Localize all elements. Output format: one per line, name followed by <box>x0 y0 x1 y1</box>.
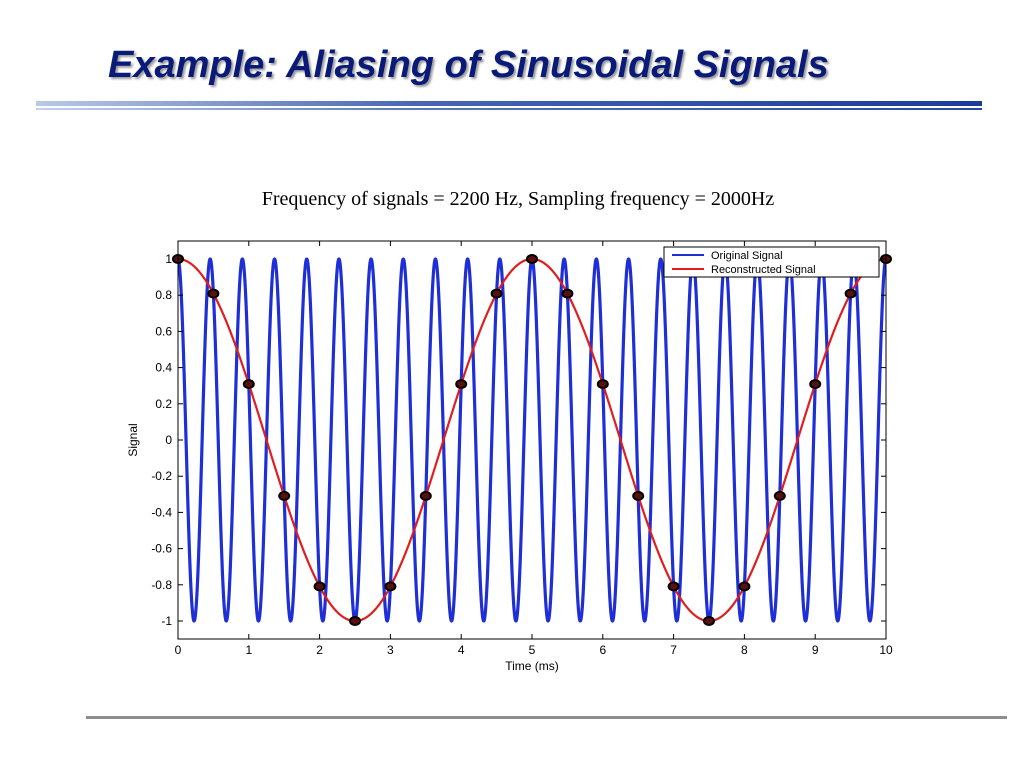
sample-point <box>455 379 468 390</box>
x-tick-label: 0 <box>175 643 182 657</box>
x-tick-label: 7 <box>670 643 677 657</box>
y-tick-label: 0 <box>165 433 172 447</box>
y-tick-label: 0.4 <box>155 361 172 375</box>
sample-point <box>596 379 609 390</box>
x-tick-label: 9 <box>812 643 819 657</box>
x-tick-label: 6 <box>599 643 606 657</box>
y-tick-label: 0.2 <box>155 397 172 411</box>
y-tick-label: -1 <box>161 614 172 628</box>
x-tick-label: 1 <box>245 643 252 657</box>
series-line-original-signal <box>176 257 888 623</box>
axes-box <box>177 240 887 640</box>
x-tick-label: 3 <box>387 643 394 657</box>
slide-title: Example: Aliasing of Sinusoidal Signals <box>108 44 829 86</box>
chart-title: Frequency of signals = 2200 Hz, Sampling… <box>261 188 775 210</box>
sample-point <box>773 490 786 501</box>
axis-ticks: 0 1 2 3 4 5 6 7 8 9 10 1 0.8 0.6 0.4 0.2 0 -0.2 -0.4 -0.6 -0… <box>151 241 893 657</box>
sample-point <box>632 490 645 501</box>
y-tick-label: 0.6 <box>155 324 172 338</box>
sample-point <box>561 288 574 299</box>
legend-box <box>663 246 880 278</box>
x-tick-label: 2 <box>316 643 323 657</box>
plot-area <box>172 254 892 626</box>
legend-label-reconstructed: Reconstructed Signal <box>711 264 816 276</box>
sample-point <box>667 581 680 592</box>
title-underline-thin <box>36 108 982 110</box>
title-underline-thick <box>36 101 982 106</box>
x-tick-label: 8 <box>741 643 748 657</box>
sample-point <box>844 288 857 299</box>
y-tick-label: -0.6 <box>151 542 172 556</box>
sample-point <box>207 288 220 299</box>
sample-point <box>349 616 361 626</box>
y-tick-label: 0.8 <box>155 288 172 302</box>
sample-point <box>809 379 822 390</box>
sample-point <box>384 581 397 592</box>
y-tick-label: 1 <box>165 252 172 266</box>
legend: Original Signal Reconstructed Signal <box>663 246 880 278</box>
sample-point <box>242 379 255 390</box>
y-tick-label: -0.2 <box>151 469 172 483</box>
x-tick-label: 4 <box>458 643 465 657</box>
sample-point <box>313 581 326 592</box>
series-line-reconstructed-signal <box>177 257 887 623</box>
sample-point <box>738 581 751 592</box>
sample-point <box>419 490 432 501</box>
title-underline <box>36 101 982 110</box>
legend-label-original: Original Signal <box>711 250 783 262</box>
y-axis-label: Signal <box>126 423 140 456</box>
footer-rule <box>86 716 1007 719</box>
sample-point <box>490 288 503 299</box>
x-tick-label: 10 <box>879 643 893 657</box>
sample-point <box>278 490 291 501</box>
x-tick-label: 5 <box>529 643 536 657</box>
sample-point <box>703 616 715 626</box>
sample-point <box>526 254 538 264</box>
x-axis-label: Time (ms) <box>505 659 559 673</box>
y-tick-label: -0.8 <box>151 578 172 592</box>
y-tick-label: -0.4 <box>151 505 172 519</box>
